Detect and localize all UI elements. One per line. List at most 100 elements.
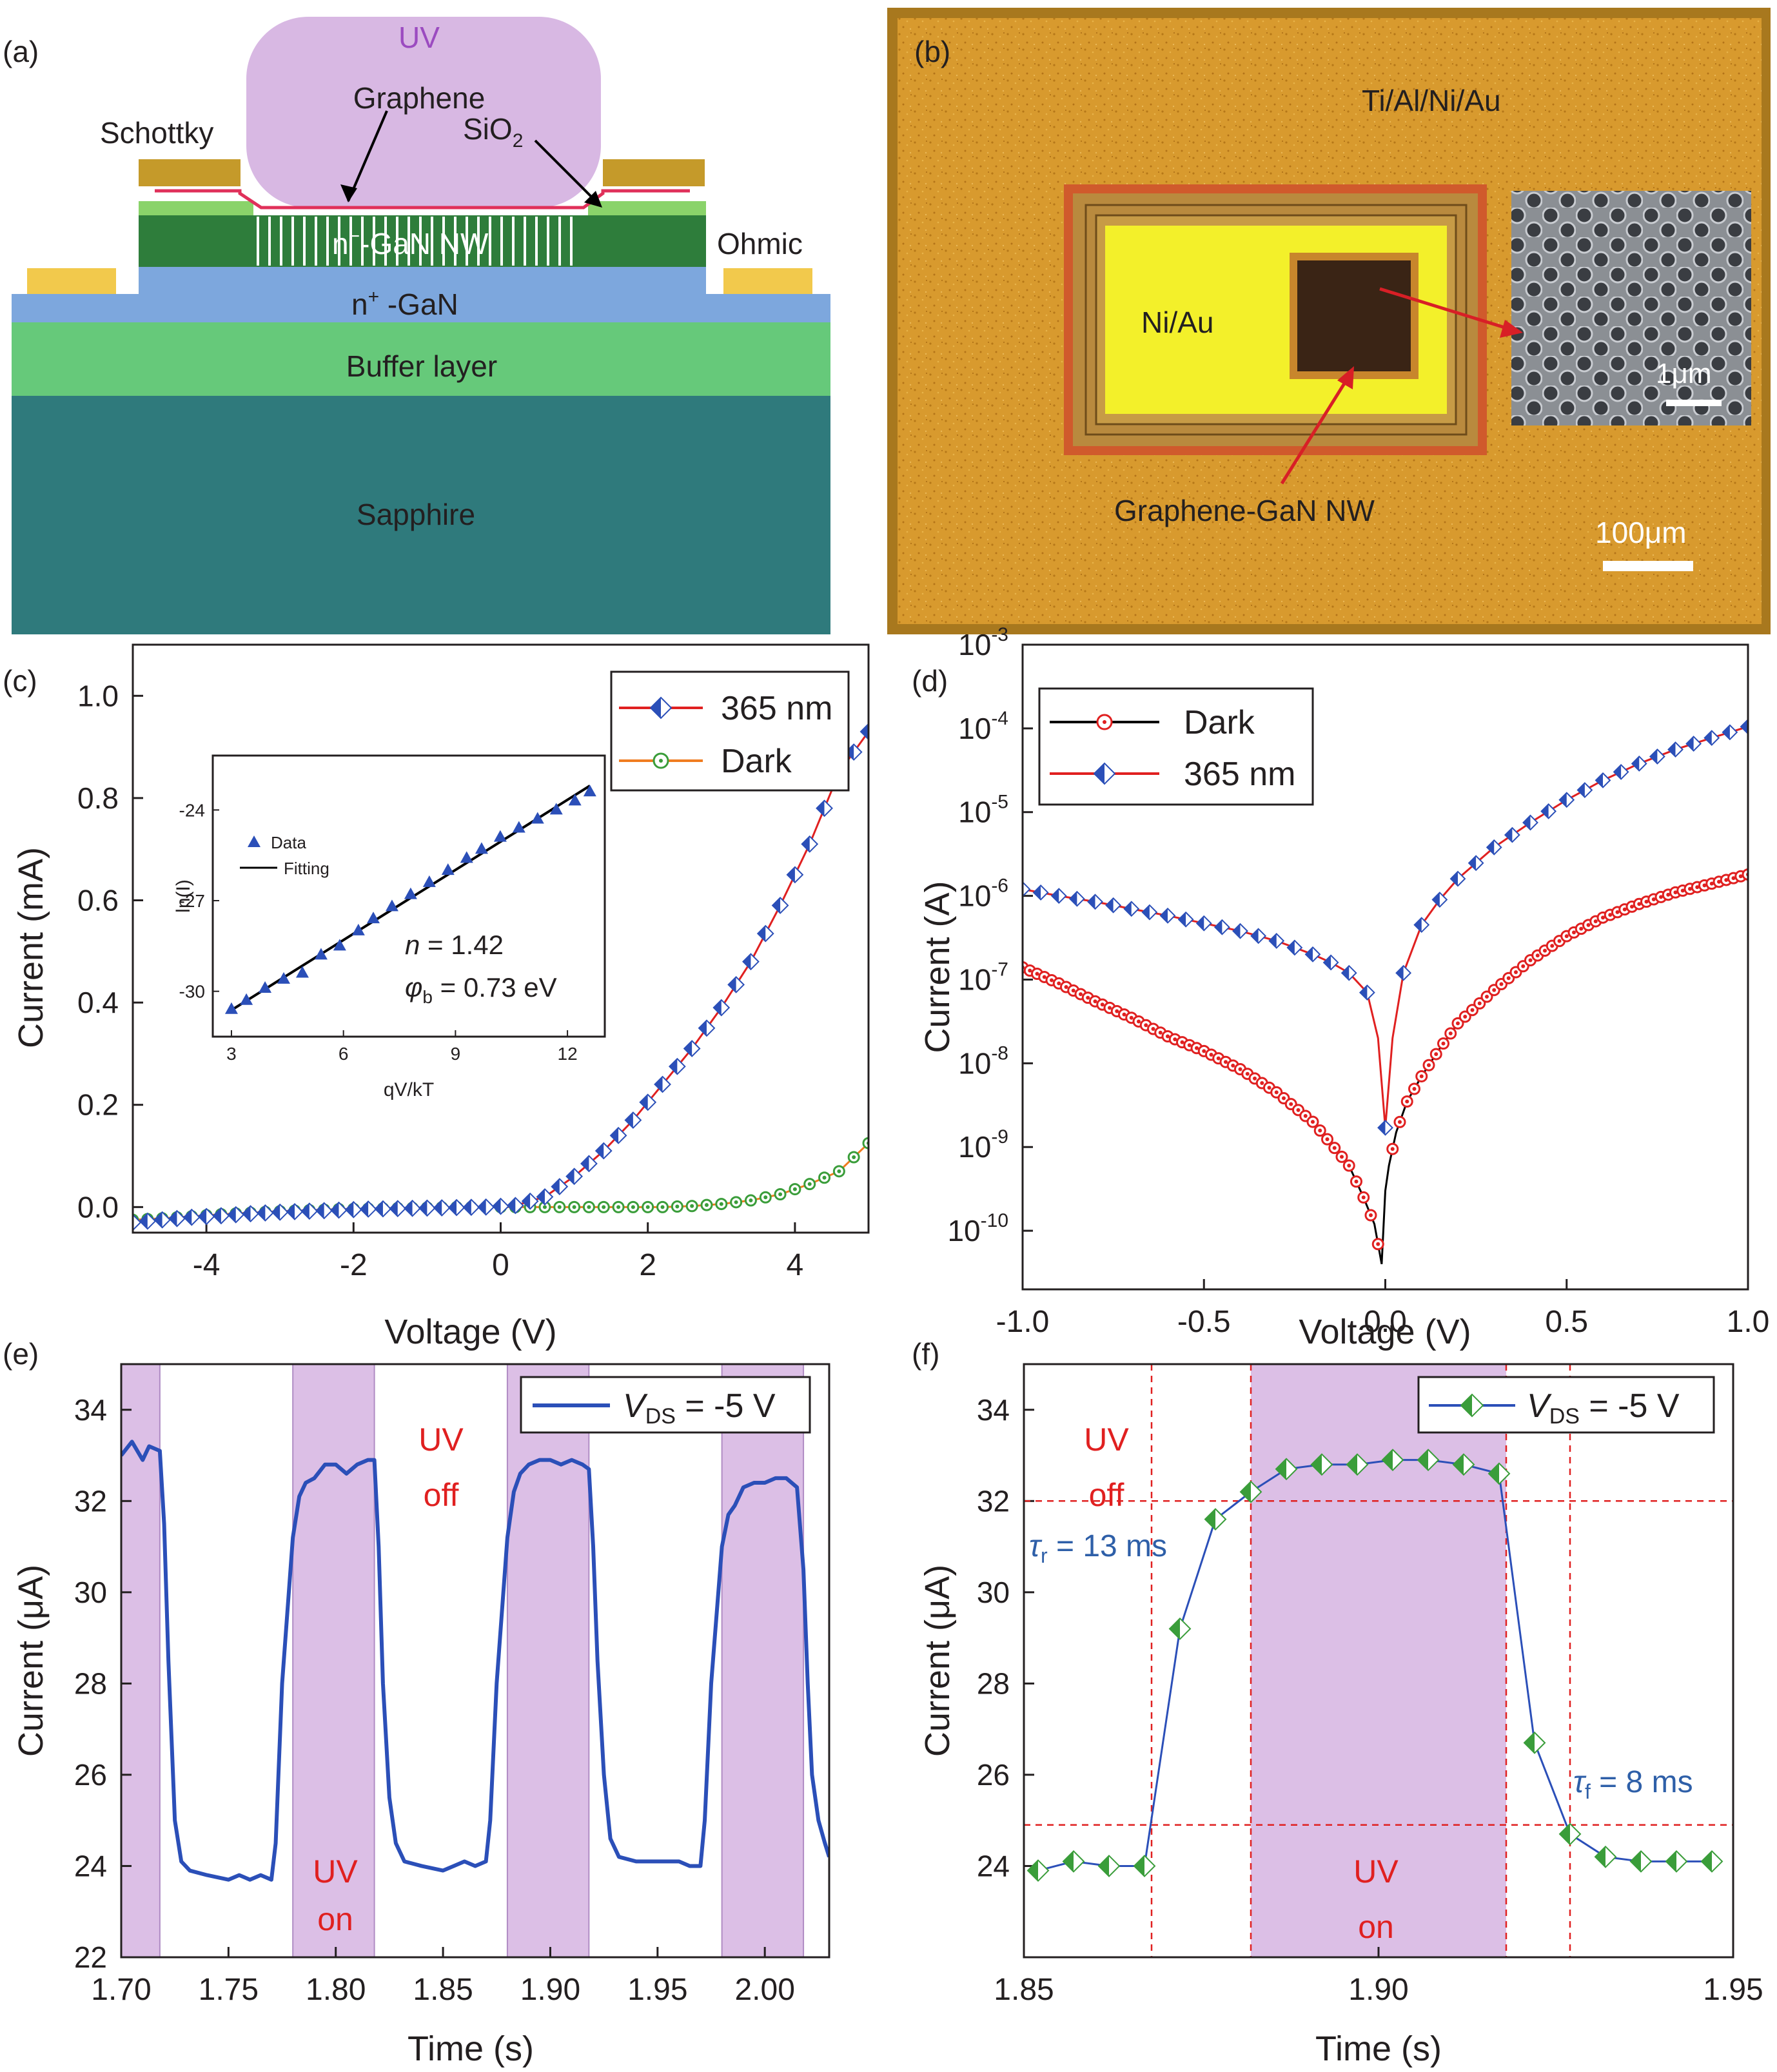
y-tick-label: 0.2 [77, 1088, 119, 1122]
uv-365-point-fill [1541, 804, 1549, 819]
y-tick-label: 32 [74, 1484, 107, 1518]
uv-365-point-fill [772, 897, 781, 914]
inset-data-point [512, 821, 525, 833]
ni-au-label: Ni/Au [1141, 306, 1213, 339]
dark-point-dot [1289, 1102, 1293, 1106]
uv-365-point-fill [1052, 888, 1059, 903]
dark-point-dot [763, 1195, 768, 1200]
uv-365-point-fill [346, 1202, 354, 1218]
scale-bar [1603, 561, 1693, 571]
nanowire-array [257, 217, 573, 266]
dark-point-dot [704, 1203, 709, 1207]
uv-365-point-fill [1269, 933, 1277, 948]
dark-point-dot [1332, 1146, 1337, 1150]
uv-365-point-fill [272, 1204, 280, 1220]
dark-point-dot [1093, 999, 1097, 1004]
buffer-label: Buffer layer [346, 349, 497, 383]
legend-vds-label: VDS = -5 V [623, 1387, 776, 1429]
dark-line [1023, 874, 1748, 1265]
dark-point-dot [1709, 881, 1714, 886]
dark-point-dot [1601, 915, 1605, 920]
sio2-arrow [534, 139, 600, 205]
dark-point-dot [1253, 1076, 1257, 1080]
uv-365-point-fill [1197, 916, 1204, 931]
uv-on-label-2: on [1358, 1909, 1394, 1945]
dark-point-dot [1456, 1021, 1460, 1026]
uv-365-point-fill [199, 1209, 207, 1225]
uv-365-point-fill [698, 1020, 707, 1036]
panel-f-axes: 1.85 1.90 1.95 24 26 28 30 32 34 [977, 1393, 1763, 2007]
current-point-fill [1276, 1458, 1286, 1480]
panel-e-plot-area [121, 1440, 829, 1882]
dark-point-dot [1137, 1019, 1141, 1024]
dark-point-dot [1644, 899, 1649, 904]
inset-data-point [475, 842, 488, 854]
uv-365-point-fill [596, 1143, 604, 1159]
dark-point-dot [749, 1198, 753, 1203]
dark-point-dot [1035, 972, 1039, 976]
legend-dark-label: Dark [1184, 704, 1255, 741]
inset-plot: 3 6 9 12 -24 -27 -30 [179, 785, 596, 1064]
dark-point-dot [1637, 902, 1642, 906]
dark-point-dot [1514, 970, 1518, 975]
uv-365-point-fill [1324, 955, 1331, 970]
panel-f-frame [1023, 1363, 1734, 1959]
dark-point-dot [1086, 995, 1090, 1000]
dark-point-dot [631, 1205, 635, 1209]
dark-point-dot [645, 1205, 650, 1209]
sem-inset [1511, 191, 1751, 425]
dark-point-dot [1166, 1034, 1170, 1039]
uv-illumination [246, 17, 601, 208]
uv-off-label-2: off [424, 1477, 459, 1513]
current-point-fill [1347, 1454, 1357, 1475]
current-point-fill [1099, 1855, 1109, 1877]
y-tick-label: 1.0 [77, 679, 119, 712]
dark-point-dot [1057, 981, 1061, 986]
uv-label: UV [398, 21, 440, 54]
nplus-gan-mesa [139, 267, 706, 295]
uv-365-point-fill [1378, 1120, 1386, 1135]
dark-point-dot [837, 1169, 841, 1173]
nplus-gan-layer [12, 294, 830, 322]
uv-365-point-fill [1306, 947, 1313, 962]
inset-xlabel: qV/kT [384, 1079, 434, 1100]
uv-365-point-fill [1034, 885, 1041, 900]
dark-point-dot [1608, 913, 1613, 917]
device-pointer-head [1337, 366, 1354, 389]
uv-365-point-fill [684, 1041, 692, 1057]
uv-on-band [721, 1363, 805, 1958]
dark-point-dot [1564, 934, 1569, 939]
uv-365-point [1023, 881, 1031, 897]
panel-d-frame [1021, 643, 1749, 1291]
dark-point-dot [1615, 910, 1620, 914]
scale-label: 100μm [1595, 516, 1687, 549]
dark-point-dot [1557, 939, 1562, 943]
dark-point-dot [1477, 1001, 1482, 1006]
y-tick-exponent: -5 [991, 792, 1008, 813]
uv-365-point-fill [787, 866, 795, 883]
uv-365-point-fill [654, 1077, 663, 1093]
y-tick-exponent: -3 [991, 624, 1008, 645]
inset-data-point [314, 948, 328, 960]
uv-365-point-fill [463, 1199, 471, 1215]
dark-point-dot [719, 1202, 723, 1206]
y-tick-label: 0.0 [77, 1190, 119, 1224]
inset-y-tick-label: -27 [179, 891, 205, 911]
dark-point-dot [1303, 1113, 1308, 1118]
uv-365-point [133, 1213, 142, 1231]
current-point-fill [1666, 1851, 1676, 1872]
inset-scale-label: 1μm [1656, 358, 1711, 389]
uv-365-point-fill [566, 1168, 574, 1184]
inset-data-point [295, 966, 309, 978]
dark-point [1742, 868, 1748, 881]
uv-365-point-fill [1523, 815, 1531, 830]
uv-365-point-fill [375, 1201, 383, 1217]
x-tick-label: 1.85 [994, 1973, 1054, 2007]
current-point-fill [1418, 1449, 1428, 1471]
frame-inner-line-1 [1085, 204, 1468, 436]
panel-e-frame [120, 1363, 830, 1959]
legend-dark-label: Dark [721, 743, 792, 780]
dark-point-dot [792, 1187, 797, 1191]
y-tick-label: 34 [977, 1393, 1010, 1427]
panel-f-response-time: (f) 1.85 1.90 1.95 24 26 28 30 32 34 Time (s) Cu… [912, 1337, 1763, 2068]
